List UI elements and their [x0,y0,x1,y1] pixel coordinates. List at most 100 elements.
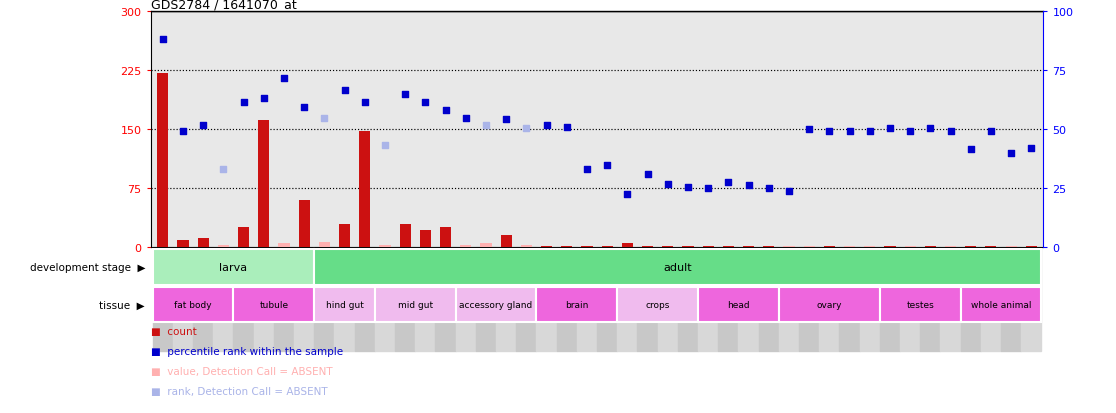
Bar [335,248,355,351]
Bar [985,246,997,248]
Text: ovary: ovary [817,300,843,309]
Bar [879,287,961,322]
Bar [400,224,411,248]
Point [194,123,212,130]
Bar [238,228,249,248]
Bar [233,248,253,351]
Bar [537,287,617,322]
Bar [157,74,169,248]
Point [820,128,838,135]
Point [679,184,696,191]
Bar [193,248,213,351]
Bar [743,246,754,248]
Bar [779,248,799,351]
Bar [1001,248,1021,351]
Bar [339,224,350,248]
Point [740,183,758,189]
Point [174,128,192,135]
Bar [759,248,779,351]
Bar [723,246,734,248]
Bar [839,248,859,351]
Bar [295,248,315,351]
Bar [703,246,714,248]
Bar [375,248,395,351]
Point [942,128,960,135]
Bar [435,248,455,351]
Point [336,88,354,94]
Bar [739,248,759,351]
Point [840,128,858,135]
Point [296,105,314,112]
Bar [355,248,375,351]
Point [700,185,718,192]
Bar [455,248,475,351]
Bar [657,248,677,351]
Bar [783,246,795,248]
Bar [844,246,855,248]
Bar [961,248,981,351]
Text: adult: adult [664,262,692,273]
Point [962,147,980,153]
Point [720,179,738,186]
Bar [819,248,839,351]
Bar [981,248,1001,351]
Bar [475,248,497,351]
Point [376,142,394,149]
Text: tubule: tubule [259,300,288,309]
Bar [763,246,775,248]
Bar [315,287,375,322]
Bar [395,248,415,351]
Bar [153,248,173,351]
Bar [921,248,941,351]
Bar [859,248,879,351]
Text: development stage  ▶: development stage ▶ [30,262,145,273]
Point [618,191,636,198]
Bar [577,248,597,351]
Bar [557,248,577,351]
Bar [455,287,537,322]
Text: tissue  ▶: tissue ▶ [99,299,145,310]
Point [214,166,232,173]
Point [154,36,172,43]
Bar [884,246,895,248]
Point [518,125,536,132]
Bar [905,246,916,248]
Point [456,115,474,121]
Bar [480,243,491,248]
Point [254,95,272,102]
Point [356,99,374,106]
Bar [879,248,899,351]
Bar [375,287,455,322]
Bar [581,246,593,248]
Point [922,125,940,132]
Bar [899,248,921,351]
Bar [637,248,657,351]
Bar [278,243,289,248]
Text: fat body: fat body [174,300,212,309]
Bar [677,248,698,351]
Bar [153,287,233,322]
Bar [359,132,371,248]
Text: crops: crops [645,300,670,309]
Bar [501,235,512,248]
Bar [682,246,693,248]
Text: head: head [728,300,750,309]
Bar [460,245,471,248]
Point [234,99,252,106]
Point [638,171,656,178]
Point [1022,146,1040,152]
Point [1002,150,1020,157]
Bar [719,248,739,351]
Bar [965,246,976,248]
Bar [440,228,451,248]
Bar [521,245,532,248]
Bar [315,250,1041,285]
Bar [177,240,189,248]
Point [860,128,878,135]
Text: hind gut: hind gut [326,300,364,309]
Bar [497,248,517,351]
Bar [541,246,552,248]
Bar [153,250,315,285]
Bar [315,248,335,351]
Text: whole animal: whole animal [971,300,1031,309]
